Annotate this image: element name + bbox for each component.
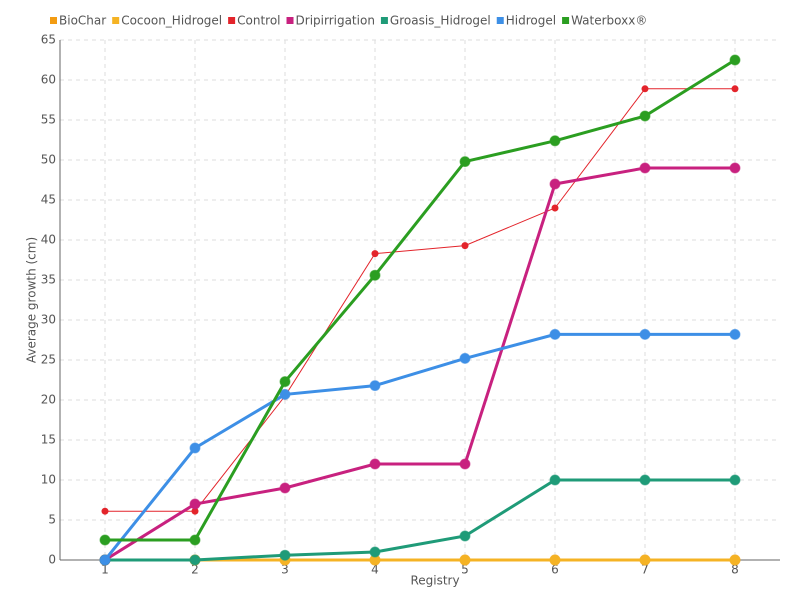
data-point	[551, 204, 559, 212]
x-axis-label: Registry	[410, 574, 459, 588]
x-tick-label: 2	[191, 563, 199, 577]
data-point	[641, 85, 649, 93]
data-point	[729, 554, 741, 566]
data-point	[731, 85, 739, 93]
data-point	[189, 442, 201, 454]
data-point	[549, 135, 561, 147]
x-tick-label: 1	[101, 563, 109, 577]
data-point	[549, 328, 561, 340]
data-point	[639, 110, 651, 122]
data-point	[369, 458, 381, 470]
data-point	[459, 530, 471, 542]
x-tick-label: 7	[641, 563, 649, 577]
legend-label: Control	[237, 14, 280, 28]
data-point	[729, 162, 741, 174]
data-point	[191, 507, 199, 515]
series-line	[104, 166, 735, 562]
legend-swatch	[562, 17, 570, 24]
data-point	[459, 156, 471, 168]
data-point	[369, 546, 381, 558]
data-point	[639, 474, 651, 486]
y-tick-label: 5	[48, 513, 56, 527]
x-tick-label: 3	[281, 563, 289, 577]
y-tick-label: 65	[41, 33, 56, 47]
data-point	[729, 328, 741, 340]
y-tick-label: 0	[48, 553, 56, 567]
data-point	[279, 549, 291, 561]
y-tick-label: 40	[41, 233, 56, 247]
y-tick-label: 30	[41, 313, 56, 327]
y-tick-label: 50	[41, 153, 56, 167]
y-tick-label: 20	[41, 393, 56, 407]
y-tick-label: 35	[41, 273, 56, 287]
y-tick-label: 55	[41, 113, 56, 127]
data-point	[729, 54, 741, 66]
data-point	[459, 458, 471, 470]
data-point	[371, 250, 379, 258]
legend-label: Hidrogel	[506, 14, 556, 28]
data-point	[189, 498, 201, 510]
legend-swatch	[496, 17, 504, 24]
legend-swatch	[112, 17, 120, 24]
legend-label: Groasis_Hidrogel	[390, 14, 491, 28]
legend-label: Waterboxx®	[571, 14, 647, 28]
data-point	[279, 482, 291, 494]
x-tick-label: 8	[731, 563, 739, 577]
data-point	[99, 534, 111, 546]
data-point	[549, 474, 561, 486]
data-point	[189, 554, 201, 566]
data-point	[99, 554, 111, 566]
data-point	[101, 507, 109, 515]
y-tick-label: 60	[41, 73, 56, 87]
data-point	[639, 554, 651, 566]
x-tick-label: 4	[371, 563, 379, 577]
data-point	[549, 178, 561, 190]
data-point	[279, 376, 291, 388]
x-tick-label: 6	[551, 563, 559, 577]
legend-label: Dripirrigation	[296, 14, 375, 28]
data-point	[639, 162, 651, 174]
legend-swatch	[50, 17, 57, 24]
series-line	[105, 478, 735, 562]
legend-swatch	[228, 17, 236, 24]
legend-label: BioChar	[59, 14, 106, 28]
data-point	[459, 554, 471, 566]
legend-swatch	[380, 17, 388, 24]
data-point	[369, 380, 381, 392]
series-line	[105, 88, 735, 512]
y-axis-label: Average growth (cm)	[25, 237, 39, 363]
series-line	[103, 332, 735, 561]
legend-label: Cocoon_Hidrogel	[121, 14, 222, 28]
data-point	[189, 534, 201, 546]
y-tick-label: 10	[41, 473, 56, 487]
data-point	[729, 474, 741, 486]
x-tick-label: 5	[461, 563, 469, 577]
y-tick-label: 45	[41, 193, 56, 207]
data-point	[459, 352, 471, 364]
data-point	[279, 388, 291, 400]
data-point	[369, 269, 381, 281]
y-tick-label: 25	[41, 353, 56, 367]
series-line	[105, 58, 736, 542]
legend-swatch	[286, 17, 294, 24]
data-point	[639, 328, 651, 340]
data-point	[549, 554, 561, 566]
data-point	[461, 242, 469, 250]
y-tick-label: 15	[41, 433, 56, 447]
